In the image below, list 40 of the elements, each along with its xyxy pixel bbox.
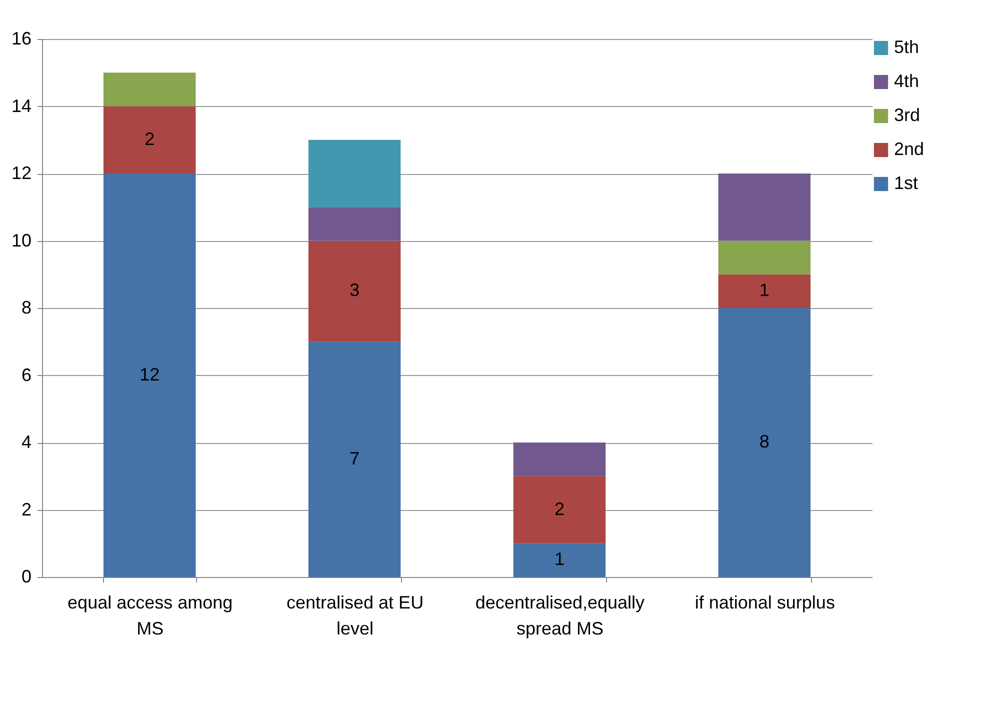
y-tick-label: 2 xyxy=(21,499,32,520)
x-tick-label: equal access among MS xyxy=(68,592,233,638)
data-label: 7 xyxy=(350,448,360,468)
y-tick-label: 10 xyxy=(11,230,32,250)
data-label: 8 xyxy=(759,432,770,452)
bar xyxy=(718,274,811,308)
data-label: 1 xyxy=(554,549,564,570)
bar xyxy=(308,140,401,208)
bar xyxy=(718,174,811,241)
bar xyxy=(103,174,196,577)
bar xyxy=(718,308,811,577)
x-tick-label: centralised at EU level xyxy=(286,592,424,638)
y-tick-label: 4 xyxy=(21,432,32,452)
y-tick-label: 14 xyxy=(11,96,32,116)
y-tick-label: 6 xyxy=(21,364,32,385)
y-tick-label: 8 xyxy=(21,298,32,318)
bar xyxy=(718,240,811,274)
y-tick-label: 12 xyxy=(11,163,32,183)
bar xyxy=(308,342,401,577)
data-label: 2 xyxy=(554,498,564,519)
legend-label: 4th xyxy=(894,71,920,91)
x-tick-label: decentralised,equally spread MS xyxy=(475,592,645,638)
legend-label: 2nd xyxy=(894,139,924,159)
legend-label: 1st xyxy=(894,173,918,193)
data-label: 3 xyxy=(350,280,360,300)
legend-label: 5th xyxy=(894,37,920,57)
bar xyxy=(103,72,196,106)
legend-label: 3rd xyxy=(894,105,920,125)
data-label: 2 xyxy=(144,128,155,149)
y-tick-label: 16 xyxy=(11,28,32,48)
bar xyxy=(103,106,196,174)
data-label: 1 xyxy=(759,280,770,300)
bar xyxy=(513,442,606,476)
bar xyxy=(308,207,401,241)
x-tick-label: if national surplus xyxy=(694,592,835,612)
bar xyxy=(513,476,606,544)
bar xyxy=(308,240,401,342)
bar xyxy=(513,543,606,577)
y-tick-label: 0 xyxy=(21,566,32,586)
data-label: 12 xyxy=(140,364,160,384)
